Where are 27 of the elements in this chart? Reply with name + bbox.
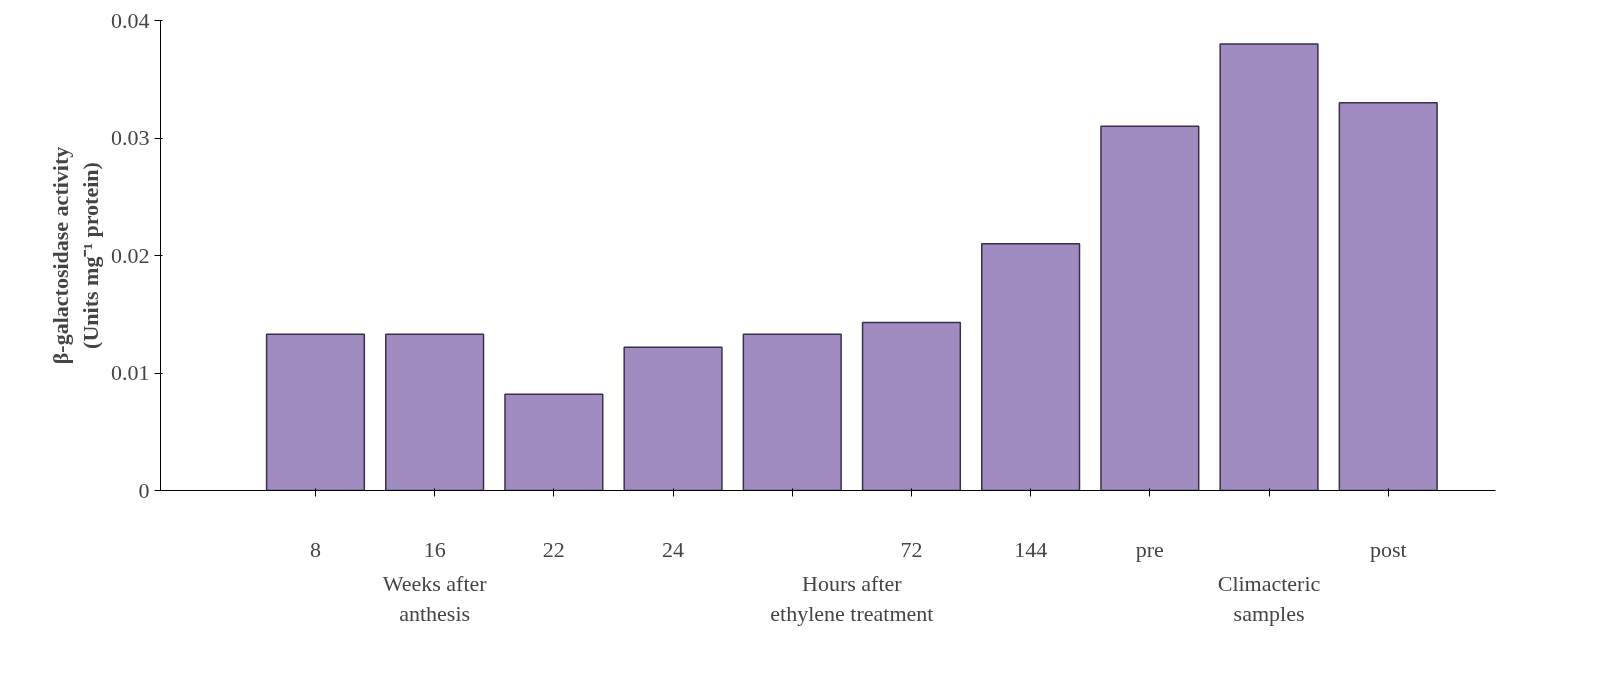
x-tick-label: 24 [662,536,685,562]
bar [504,393,604,491]
bar [265,333,366,491]
bar [623,346,723,491]
x-tick-label: 22 [542,536,565,562]
x-tick-label: 16 [423,536,446,562]
text: Hours after ethylene treatment [770,570,934,626]
x-tick-label: 8 [309,536,321,562]
text: Weeks after anthesis [382,570,488,626]
bar [1219,43,1319,491]
y-axis-title: β-galactosidase activity (Units mg⁻¹ protein) [48,146,103,365]
bar [861,321,962,491]
y-tick-label: 0.04 [111,7,150,33]
x-tick-label: 72 [900,536,923,562]
bar [981,243,1081,491]
bar [1338,102,1438,491]
x-tick-label: pre [1135,536,1164,562]
bar [742,333,842,491]
bar [385,333,485,491]
y-tick-label: 0.03 [111,125,150,150]
x-tick-label: post [1369,536,1407,562]
x-tick-label: 144 [1014,536,1048,562]
y-tick-label: 0 [138,477,150,503]
bar [1100,125,1200,491]
y-tick-label: 0.01 [111,360,150,385]
y-tick-label: 0.02 [111,242,150,268]
text: Climacteric samples [1217,570,1321,626]
